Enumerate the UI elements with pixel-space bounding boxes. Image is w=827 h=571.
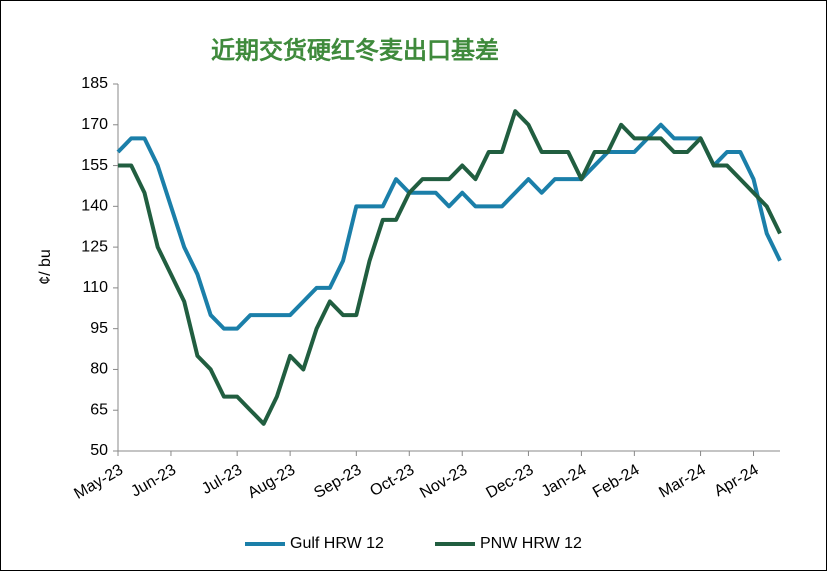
chart-title: 近期交货硬红冬麦出口基差 bbox=[211, 36, 499, 64]
y-tick-label: 185 bbox=[81, 75, 108, 92]
y-tick-label: 140 bbox=[81, 198, 108, 215]
y-tick-label: 80 bbox=[90, 361, 108, 378]
y-tick-label: 50 bbox=[90, 442, 108, 459]
y-axis-label: ¢/ bu bbox=[37, 249, 54, 285]
line-series bbox=[118, 109, 782, 426]
legend-label: PNW HRW 12 bbox=[480, 535, 582, 552]
y-tick-label: 155 bbox=[81, 157, 108, 174]
legend-label: Gulf HRW 12 bbox=[290, 535, 384, 552]
y-tick-label: 65 bbox=[90, 401, 108, 418]
y-tick-label: 110 bbox=[82, 279, 108, 296]
y-tick-label: 95 bbox=[90, 320, 108, 337]
y-tick-label: 170 bbox=[81, 116, 108, 133]
y-tick-label: 125 bbox=[81, 238, 108, 255]
line-series bbox=[116, 122, 782, 331]
